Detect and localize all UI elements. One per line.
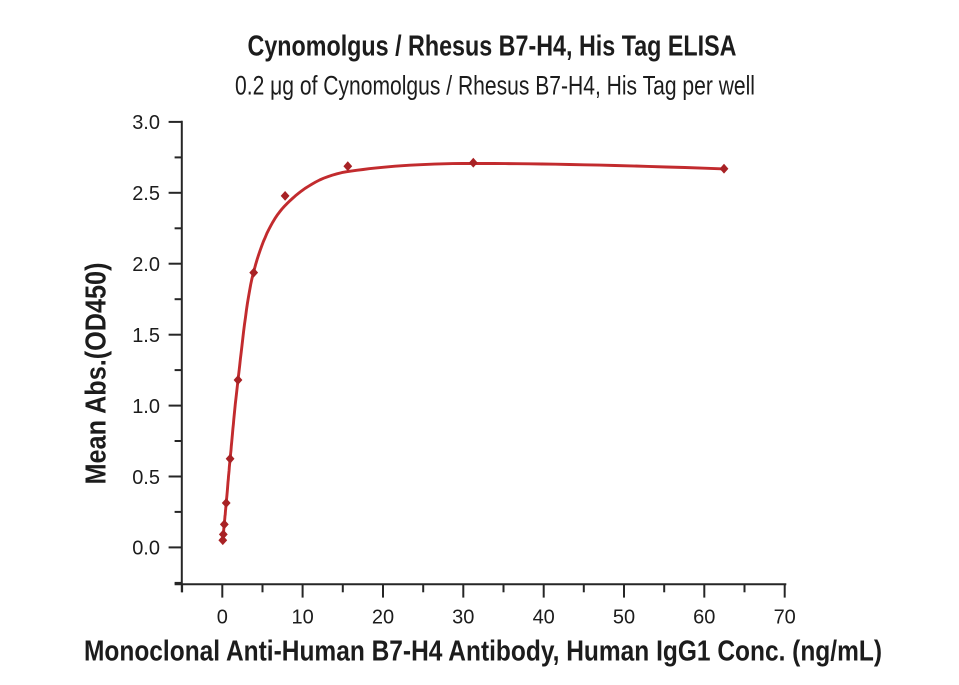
svg-text:1.0: 1.0 — [132, 396, 160, 418]
svg-text:3.0: 3.0 — [132, 112, 160, 134]
svg-text:Cynomolgus / Rhesus B7-H4, His: Cynomolgus / Rhesus B7-H4, His Tag ELISA — [248, 31, 737, 63]
svg-text:Monoclonal Anti-Human B7-H4 An: Monoclonal Anti-Human B7-H4 Antibody, Hu… — [84, 635, 882, 667]
svg-text:0: 0 — [217, 607, 228, 629]
svg-text:70: 70 — [774, 607, 796, 629]
svg-text:0.5: 0.5 — [132, 467, 160, 489]
svg-text:60: 60 — [693, 607, 715, 629]
svg-text:0.2 μg of Cynomolgus / Rhesus: 0.2 μg of Cynomolgus / Rhesus B7-H4, His… — [235, 71, 755, 101]
svg-text:2.0: 2.0 — [132, 254, 160, 276]
svg-text:1.5: 1.5 — [132, 325, 160, 347]
svg-text:50: 50 — [613, 607, 635, 629]
svg-text:2.5: 2.5 — [132, 183, 160, 205]
svg-text:10: 10 — [291, 607, 313, 629]
svg-text:20: 20 — [372, 607, 394, 629]
svg-text:Mean Abs.(OD450): Mean Abs.(OD450) — [81, 263, 113, 485]
svg-text:30: 30 — [452, 607, 474, 629]
svg-text:0.0: 0.0 — [132, 538, 160, 560]
svg-text:40: 40 — [533, 607, 555, 629]
